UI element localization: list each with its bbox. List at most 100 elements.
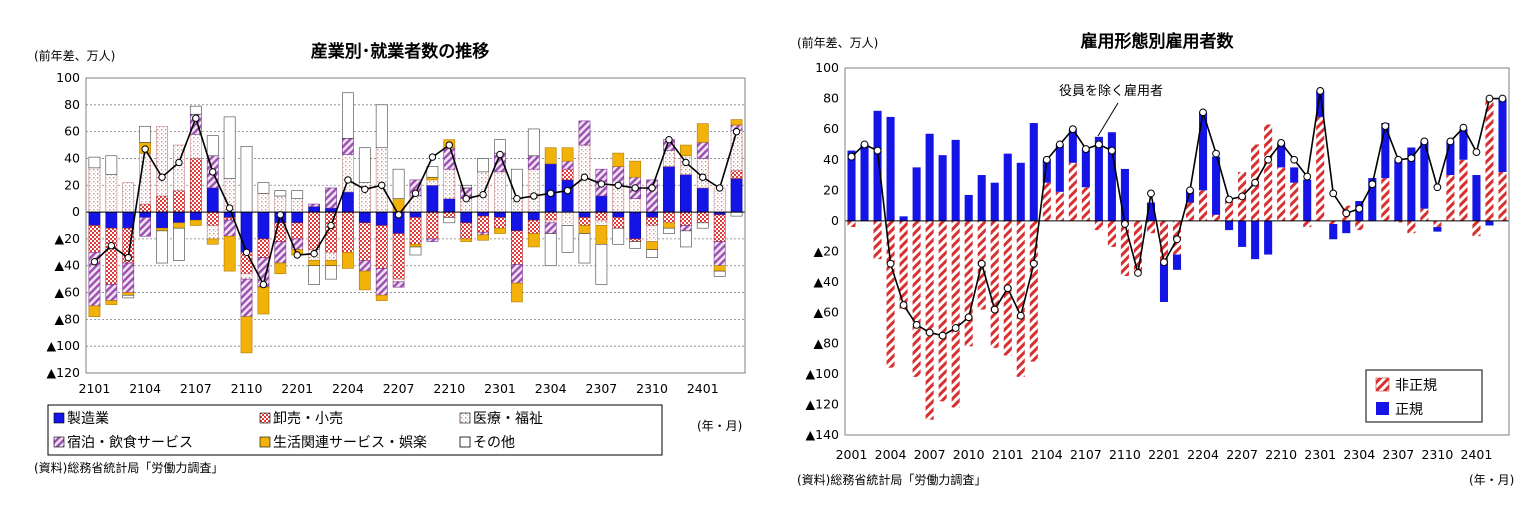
legend-item-living: 生活関連サービス・娯楽 — [259, 435, 427, 451]
y-tick-label: ▲40 — [813, 274, 839, 289]
bar-wholesale-2108 — [206, 211, 219, 226]
bar-living-2105 — [156, 227, 168, 232]
total-point-2210 — [445, 141, 453, 149]
total-point-2003 — [873, 146, 882, 155]
bar-medical-2101 — [88, 167, 101, 213]
bar-regular-2011 — [977, 175, 986, 221]
bar-lodging-2306 — [578, 120, 591, 146]
total-point-2206 — [378, 181, 386, 189]
bar-other-2302 — [511, 168, 523, 199]
bar-regular-2311 — [1446, 141, 1455, 176]
y-tick-label: 60 — [823, 121, 839, 136]
legend-label-nonregular: 非正規 — [1395, 378, 1437, 394]
bar-other-2210 — [443, 217, 456, 224]
bar-nonregular-2309 — [1420, 208, 1429, 221]
bar-wholesale-2210 — [443, 211, 456, 218]
bar-wholesale-2102 — [105, 227, 118, 285]
bar-nonregular-2006 — [912, 220, 921, 377]
bar-regular-2004 — [886, 116, 895, 221]
total-point-2303 — [530, 192, 538, 200]
total-point-2402 — [715, 184, 724, 192]
total-point-2108 — [209, 168, 217, 176]
bar-nonregular-2302 — [1329, 220, 1338, 224]
bar-regular-2008 — [938, 155, 947, 221]
bar-medical-2310 — [646, 225, 658, 242]
legend-item-medical: 医療・福祉 — [459, 410, 543, 427]
bar-living-2111 — [257, 286, 270, 315]
bar-manufacturing-2103 — [122, 211, 135, 229]
bar-nonregular-2111 — [1133, 220, 1142, 273]
bar-medical-2204 — [342, 154, 354, 193]
bar-medical-2102 — [105, 174, 118, 213]
bar-manufacturing-2302 — [511, 211, 523, 232]
bar-wholesale-2105 — [156, 195, 168, 213]
bar-manufacturing-2401 — [696, 187, 709, 213]
bar-nonregular-2308 — [1407, 220, 1416, 234]
bar-living-2107 — [189, 219, 202, 226]
total-point-2103 — [1029, 259, 1038, 268]
bar-lodging-2109 — [223, 219, 236, 237]
total-point-2211 — [1290, 155, 1299, 164]
total-point-2001 — [847, 152, 856, 161]
bar-manufacturing-2107 — [189, 211, 202, 221]
bar-lodging-2304 — [544, 222, 557, 234]
total-point-2105 — [158, 173, 166, 181]
bar-nonregular-2110 — [1120, 220, 1129, 276]
bar-regular-2302 — [1329, 223, 1338, 240]
bar-wholesale-2307 — [595, 211, 608, 221]
total-line-path — [850, 90, 1503, 337]
bar-regular-2202 — [1172, 254, 1182, 270]
bar-manufacturing-2106 — [173, 211, 185, 224]
bar-other-2201 — [291, 190, 304, 199]
total-point-2107 — [192, 114, 200, 122]
total-point-2207 — [1238, 192, 1246, 201]
total-point-2101 — [1003, 284, 1012, 293]
right-chart: 雇用形態別雇用者数 (前年差、万人) 100 80 60 40 20 0 ▲20 ▲40 ▲60… — [797, 31, 1514, 487]
total-point-2306 — [1381, 122, 1390, 131]
x-tick-label: 2201 — [281, 381, 313, 396]
bar-lodging-2206 — [375, 268, 388, 296]
y-tick-label: ▲20 — [54, 231, 80, 246]
bar-other-2403 — [730, 211, 743, 217]
bar-living-2112 — [274, 262, 287, 275]
bar-manufacturing-2308 — [612, 211, 625, 218]
bar-other-2112 — [274, 190, 287, 197]
bar-living-2302 — [511, 282, 523, 303]
left-chart: 産業別･就業者数の推移 (前年差、万人) 100 80 60 40 20 0 ▲20 ▲40 ▲… — [34, 41, 746, 475]
bar-nonregular-2201 — [1159, 220, 1169, 263]
total-point-2009 — [951, 324, 960, 332]
total-point-2106 — [1068, 125, 1077, 134]
bar-other-2207 — [392, 168, 405, 199]
bar-wholesale-2101 — [88, 225, 101, 253]
bar-other-2206 — [375, 104, 388, 149]
total-point-2203 — [1186, 186, 1194, 195]
total-point-2307 — [1394, 155, 1403, 164]
right-y-tick-labels: 100 80 60 40 20 0 ▲20 ▲40 ▲60 ▲80 ▲100 ▲120 ▲140 — [806, 60, 840, 442]
legend-swatch-regular — [1376, 402, 1389, 415]
x-tick-label: 2004 — [875, 447, 907, 462]
bar-wholesale-2310 — [646, 217, 658, 226]
bar-other-2110 — [240, 146, 253, 213]
legend-swatch-medical — [459, 412, 471, 424]
total-point-2103 — [124, 253, 132, 262]
bar-other-2310 — [646, 249, 658, 258]
bar-manufacturing-2305 — [561, 179, 574, 213]
bar-regular-2110 — [1120, 168, 1129, 221]
total-point-2104 — [141, 145, 149, 153]
bar-lodging-2202 — [308, 203, 320, 208]
legend-swatch-other — [459, 436, 471, 448]
bar-regular-2402 — [1485, 220, 1494, 226]
right-chart-title: 雇用形態別雇用者数 — [1081, 31, 1235, 52]
bar-wholesale-2303 — [527, 219, 540, 234]
bar-manufacturing-2105 — [156, 211, 168, 229]
total-point-2308 — [614, 181, 622, 189]
total-point-2212 — [1303, 172, 1312, 181]
total-point-2108 — [1094, 140, 1103, 149]
bar-wholesale-2402 — [713, 214, 726, 242]
bar-regular-2102 — [1016, 162, 1025, 221]
bar-regular-2207 — [1238, 220, 1247, 247]
total-point-2207 — [394, 211, 403, 219]
bar-regular-2403 — [1498, 98, 1507, 172]
total-point-2309 — [631, 184, 639, 192]
total-point-2110 — [242, 248, 251, 257]
